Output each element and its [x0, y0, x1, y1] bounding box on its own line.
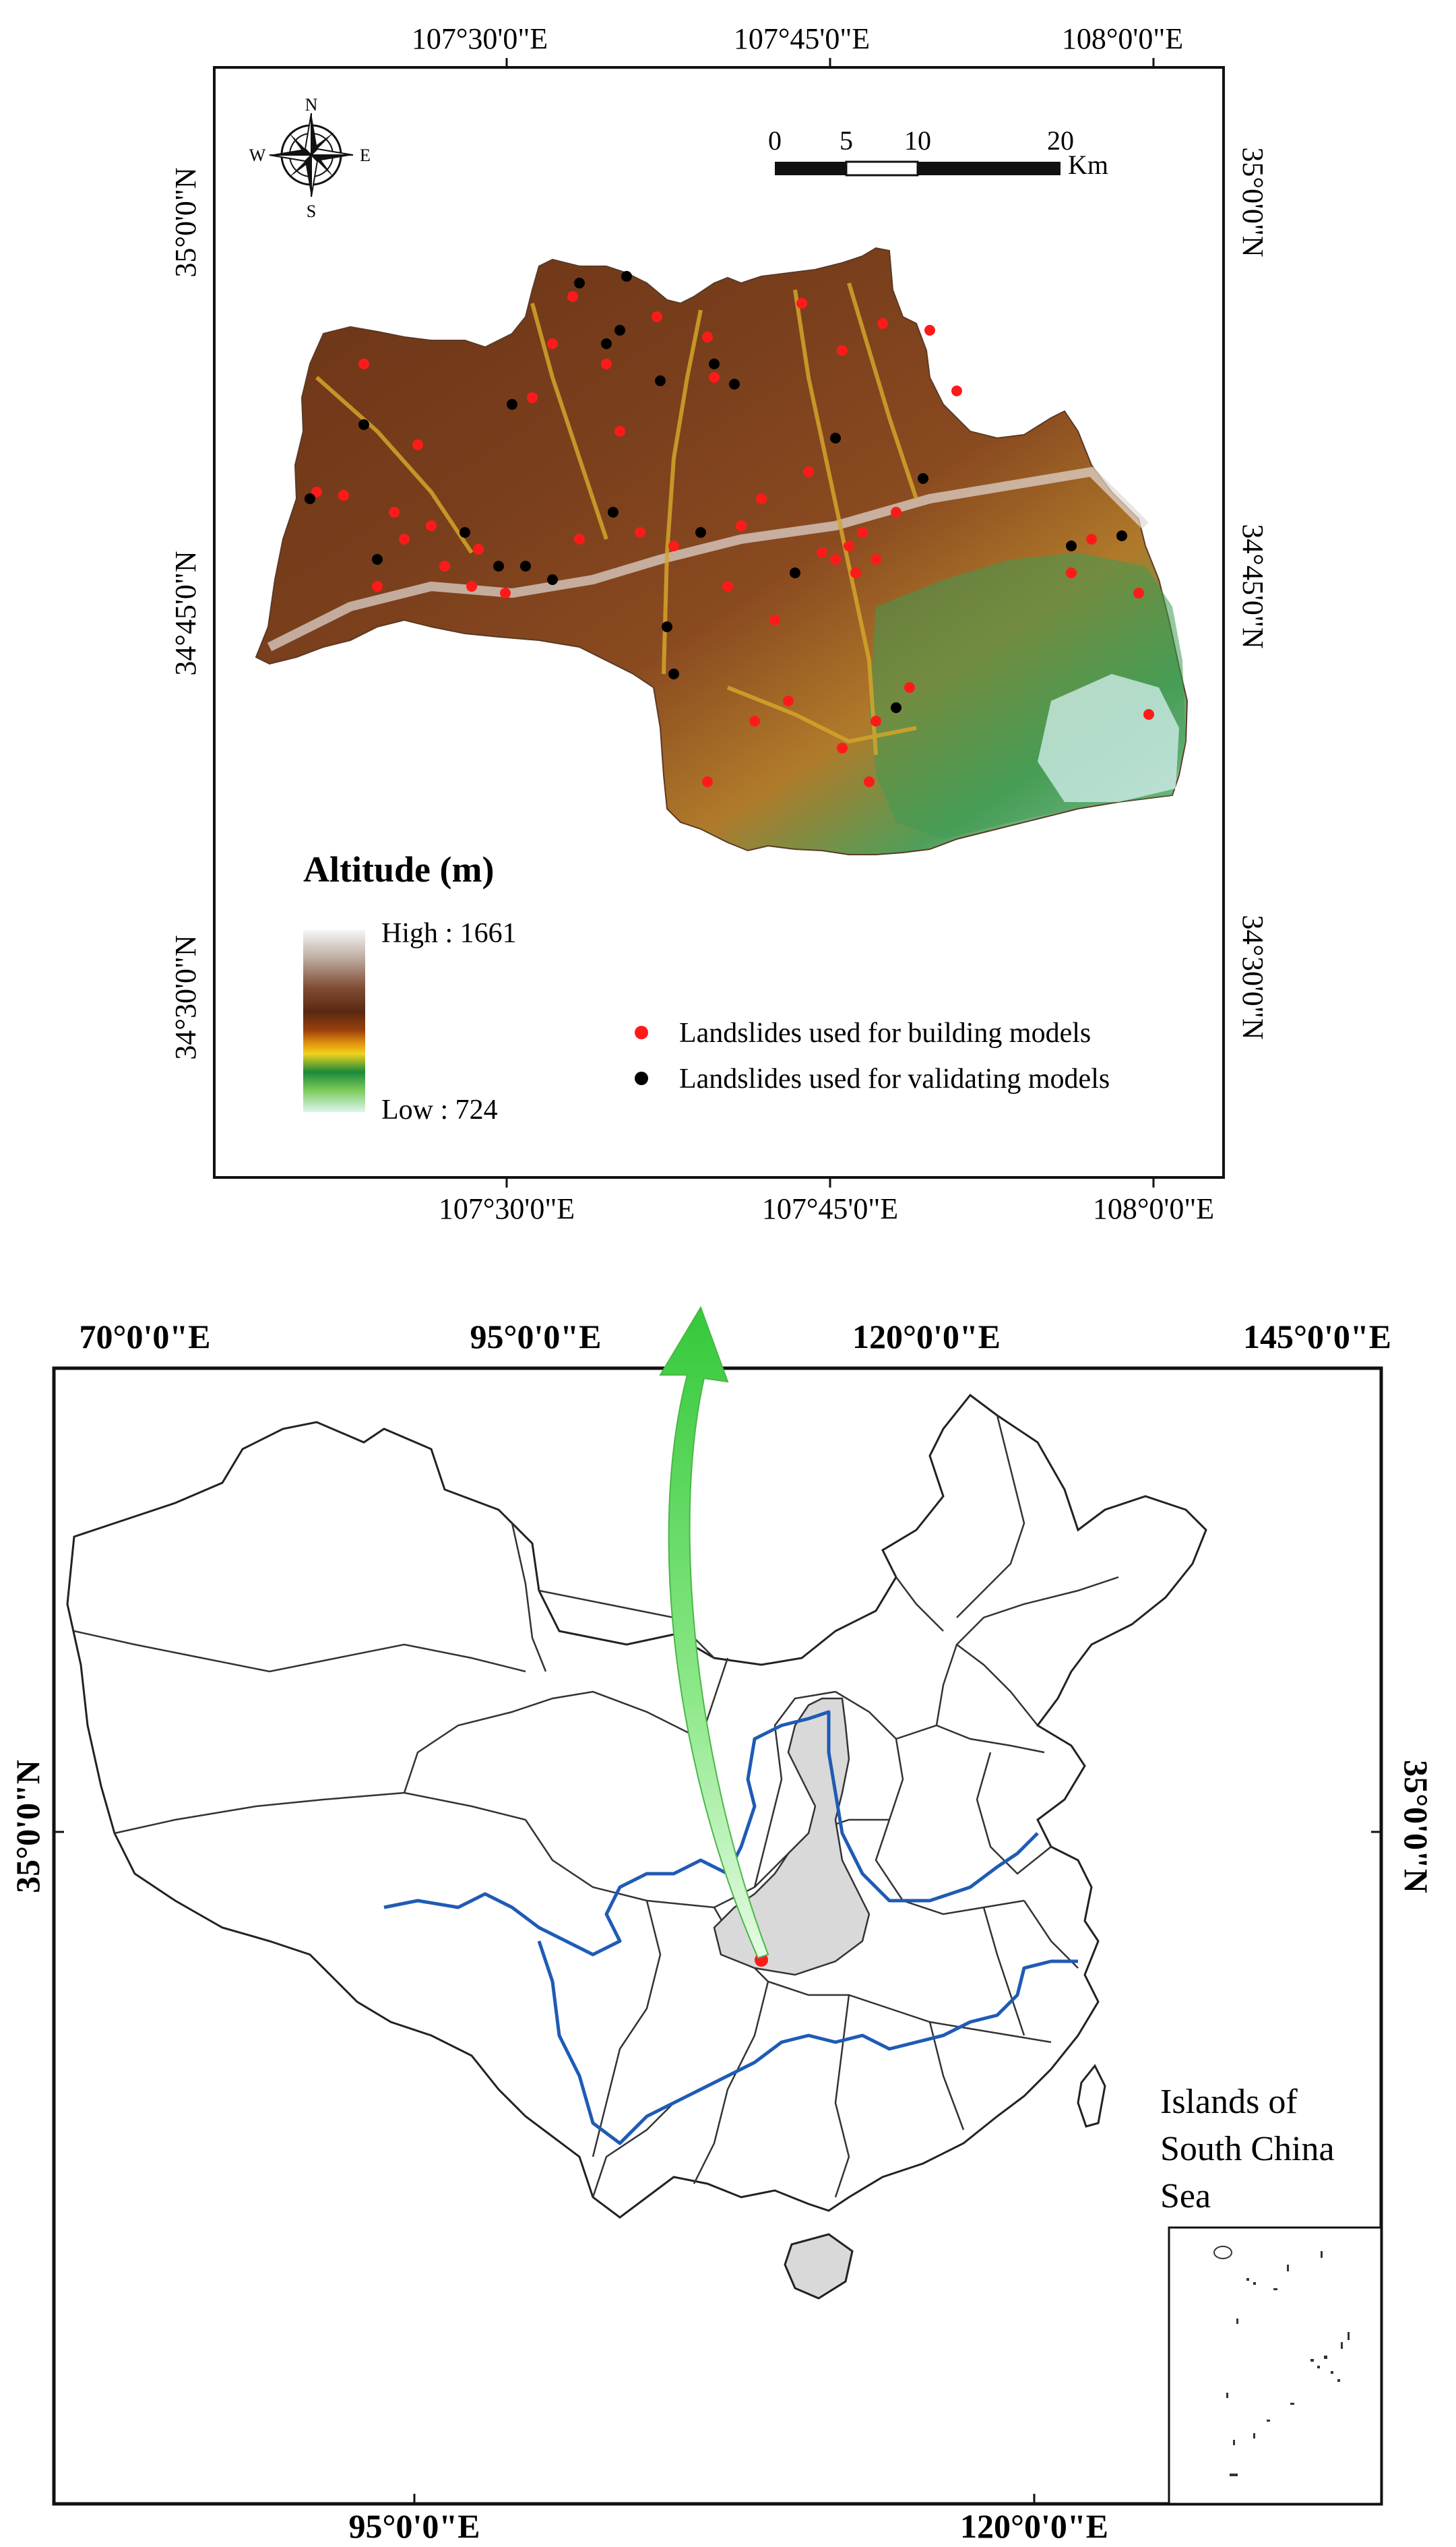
study-area-map: 107°30'0"E 107°45'0"E 108°0'0"E 107°30'0… — [169, 22, 1269, 1225]
scale-tick-20: 20 — [1047, 125, 1074, 156]
hainan-island — [784, 2233, 854, 2300]
lon-label-top-1: 107°30'0"E — [412, 22, 548, 55]
province-boundaries — [73, 1415, 1119, 2198]
inset-title-line-2: South China — [1160, 2130, 1335, 2168]
scale-unit: Km — [1068, 150, 1108, 180]
lon-label-bottom-1: 107°30'0"E — [439, 1192, 575, 1225]
eastern-pale-area — [1038, 674, 1179, 802]
inset-title-line-3: Sea — [1160, 2177, 1211, 2215]
lon-top-70: 70°0'0"E — [80, 1318, 211, 1355]
legend-validating-dot — [635, 1072, 648, 1085]
lon-top-120: 120°0'0"E — [852, 1318, 1001, 1355]
taiwan-island — [1077, 2064, 1106, 2128]
legend-high: High : 1661 — [381, 918, 517, 949]
lat-right-35: 35°0'0"N — [1397, 1760, 1435, 1893]
lat-label-left-1: 35°0'0"N — [169, 167, 202, 277]
south-china-sea-inset — [1168, 2226, 1383, 2505]
lon-label-bottom-2: 107°45'0"E — [762, 1192, 898, 1225]
lat-label-left-2: 34°45'0"N — [169, 551, 202, 675]
lat-label-right-3: 34°30'0"N — [1236, 915, 1269, 1039]
legend-low: Low : 724 — [381, 1095, 498, 1126]
rivers — [383, 1710, 1078, 2145]
china-outline — [66, 1393, 1207, 2219]
scale-tick-5: 5 — [840, 125, 853, 156]
compass-west-label: W — [249, 146, 266, 165]
lon-top-145: 145°0'0"E — [1243, 1318, 1391, 1355]
location-arrow — [659, 1306, 769, 1959]
highland-ridge — [267, 466, 1149, 652]
china-location-map: 70°0'0"E 95°0'0"E 120°0'0"E 145°0'0"E 95… — [9, 1306, 1435, 2545]
legend-building-dot — [635, 1026, 648, 1039]
inset-title-line-1: Islands of — [1160, 2083, 1298, 2121]
scale-bar: 0 5 10 20 Km — [768, 125, 1108, 180]
scale-tick-0: 0 — [768, 125, 782, 156]
inset-islands — [1213, 2246, 1350, 2476]
landslides-validating — [305, 271, 1127, 713]
lon-label-top-3: 108°0'0"E — [1062, 22, 1183, 55]
lat-label-right-2: 34°45'0"N — [1236, 524, 1269, 648]
compass-east-label: E — [360, 146, 371, 165]
lon-top-95: 95°0'0"E — [470, 1318, 602, 1355]
lon-bottom-120: 120°0'0"E — [960, 2507, 1108, 2545]
lat-left-35: 35°0'0"N — [9, 1760, 46, 1893]
lon-label-bottom-3: 108°0'0"E — [1093, 1192, 1214, 1225]
landslides-building — [311, 291, 1154, 787]
legend-title: Altitude (m) — [303, 849, 494, 890]
altitude-ramp — [303, 930, 365, 1112]
scale-tick-10: 10 — [904, 125, 931, 156]
lat-label-left-3: 34°30'0"N — [169, 935, 202, 1060]
compass-south-label: S — [307, 202, 316, 221]
compass-rose-icon: N S E W — [249, 95, 371, 221]
river-valleys — [315, 282, 918, 756]
lon-label-top-2: 107°45'0"E — [734, 22, 870, 55]
compass-north-label: N — [305, 95, 318, 115]
lon-bottom-95: 95°0'0"E — [349, 2507, 480, 2545]
lat-label-right-1: 35°0'0"N — [1236, 147, 1269, 257]
legend-validating-label: Landslides used for validating models — [679, 1064, 1110, 1095]
legend-building-label: Landslides used for building models — [679, 1018, 1091, 1049]
